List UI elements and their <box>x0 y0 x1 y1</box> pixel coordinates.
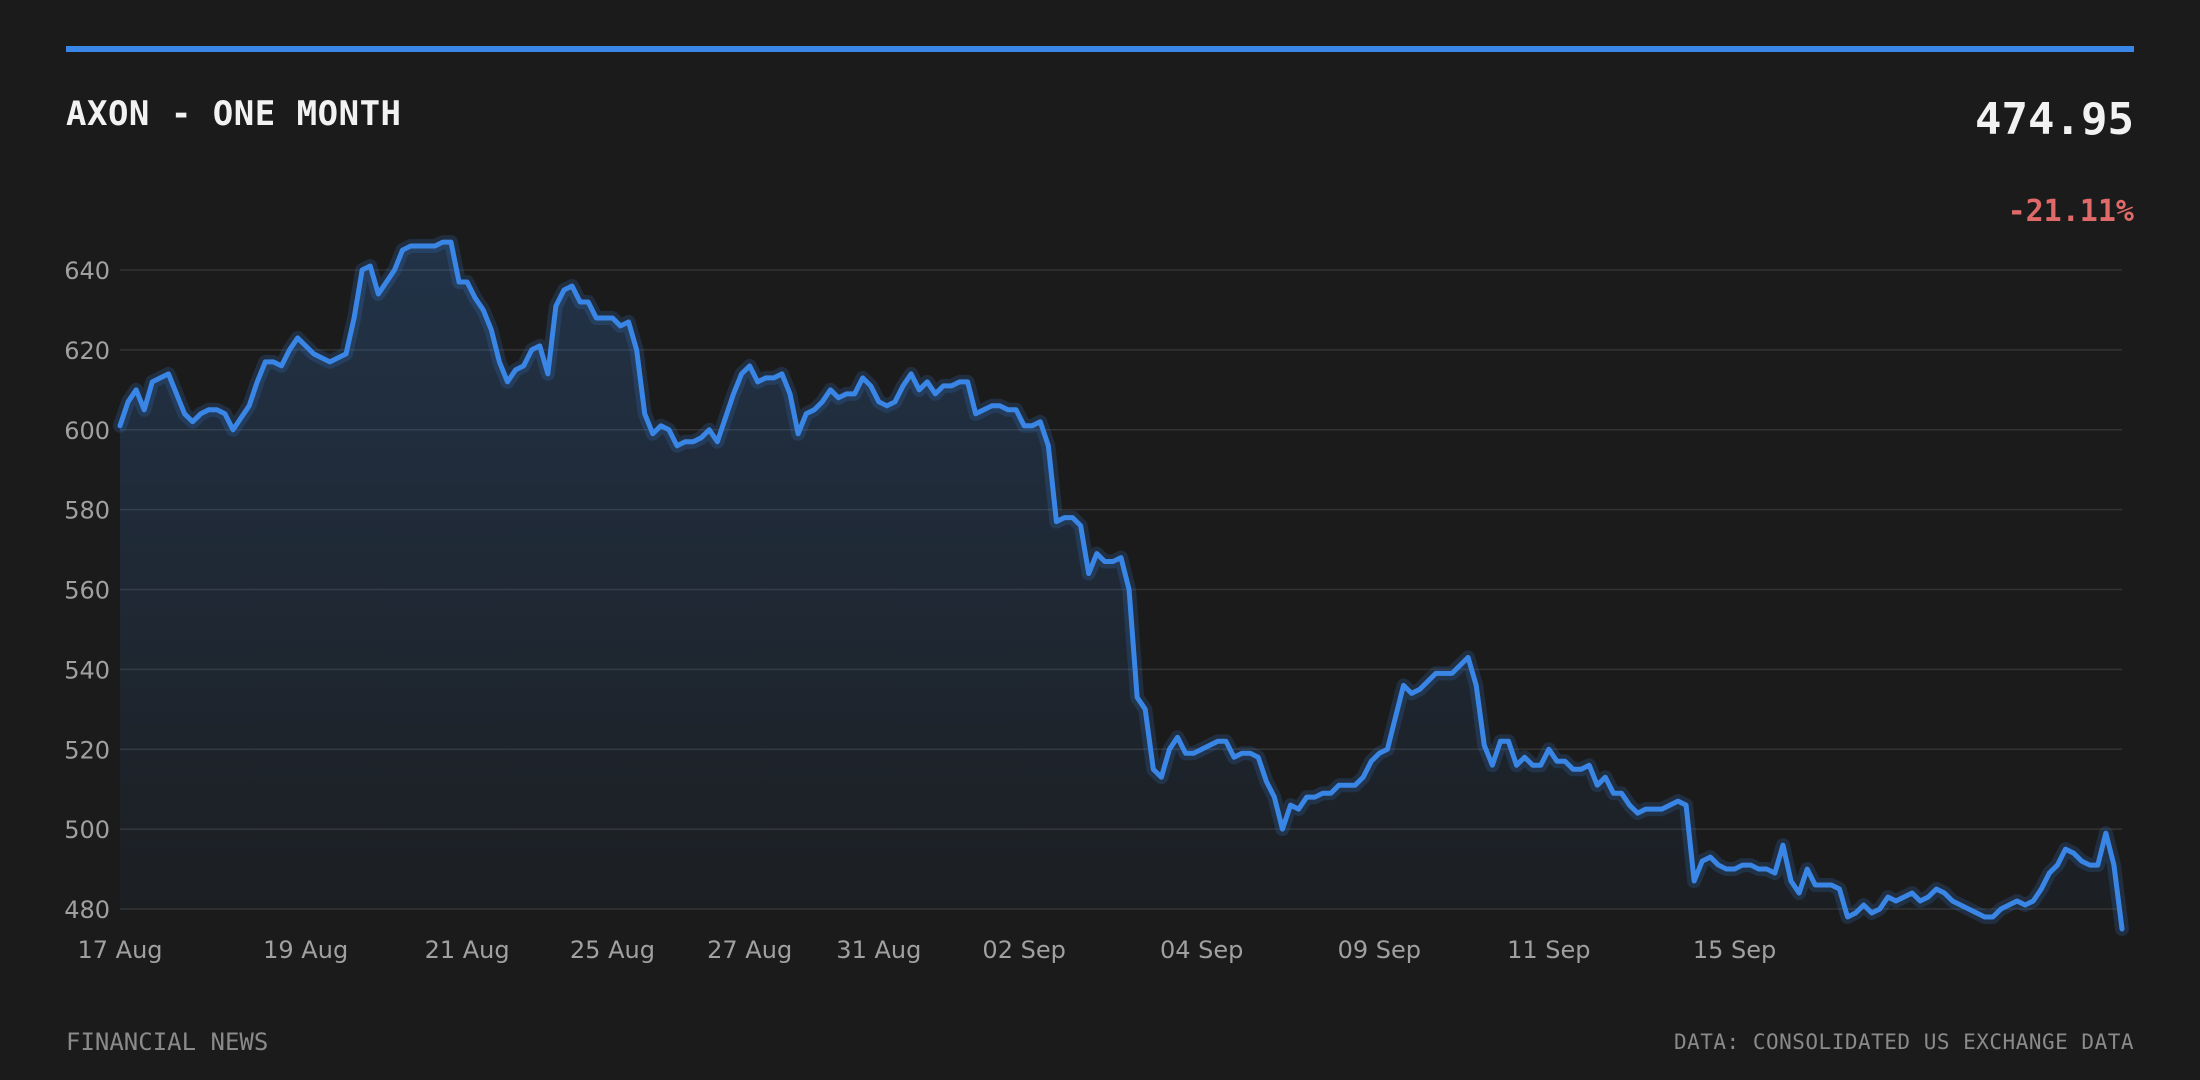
percent-change: -21.11% <box>2007 194 2134 229</box>
chart-title: AXON - ONE MONTH <box>66 94 402 134</box>
x-tick-label: 04 Sep <box>1160 936 1243 964</box>
y-tick-label: 560 <box>64 577 110 605</box>
x-tick-label: 17 Aug <box>77 936 162 964</box>
price-line <box>117 239 2125 932</box>
footer-source-right: DATA: CONSOLIDATED US EXCHANGE DATA <box>1673 1030 2134 1054</box>
price-chart: 480 500 520 540 560 580 600 620 640 17 Aug 19 Aug… <box>64 235 2129 964</box>
current-price: 474.95 <box>1975 94 2134 145</box>
x-tick-label: 27 Aug <box>707 936 792 964</box>
x-tick-label: 11 Sep <box>1507 936 1590 964</box>
x-tick-label: 02 Sep <box>982 936 1065 964</box>
x-tick-label: 19 Aug <box>263 936 348 964</box>
y-tick-label: 480 <box>64 896 110 924</box>
x-tick-label: 15 Sep <box>1693 936 1776 964</box>
x-tick-label: 25 Aug <box>570 936 655 964</box>
y-tick-label: 540 <box>64 656 110 684</box>
x-tick-label: 09 Sep <box>1338 936 1421 964</box>
x-axis-ticks: 17 Aug 19 Aug 21 Aug 25 Aug 27 Aug 31 Aug 02 S… <box>77 936 1776 964</box>
top-accent-rule <box>66 46 2134 52</box>
price-area-fill <box>120 242 2122 929</box>
x-tick-label: 31 Aug <box>836 936 921 964</box>
x-tick-label: 21 Aug <box>425 936 510 964</box>
y-axis-ticks: 480 500 520 540 560 580 600 620 640 <box>64 257 110 924</box>
y-tick-label: 580 <box>64 497 110 525</box>
y-tick-label: 500 <box>64 816 110 844</box>
y-tick-label: 620 <box>64 337 110 365</box>
footer-source-left: FINANCIAL NEWS <box>66 1028 269 1056</box>
y-tick-label: 520 <box>64 736 110 764</box>
y-tick-label: 600 <box>64 417 110 445</box>
y-tick-label: 640 <box>64 257 110 285</box>
